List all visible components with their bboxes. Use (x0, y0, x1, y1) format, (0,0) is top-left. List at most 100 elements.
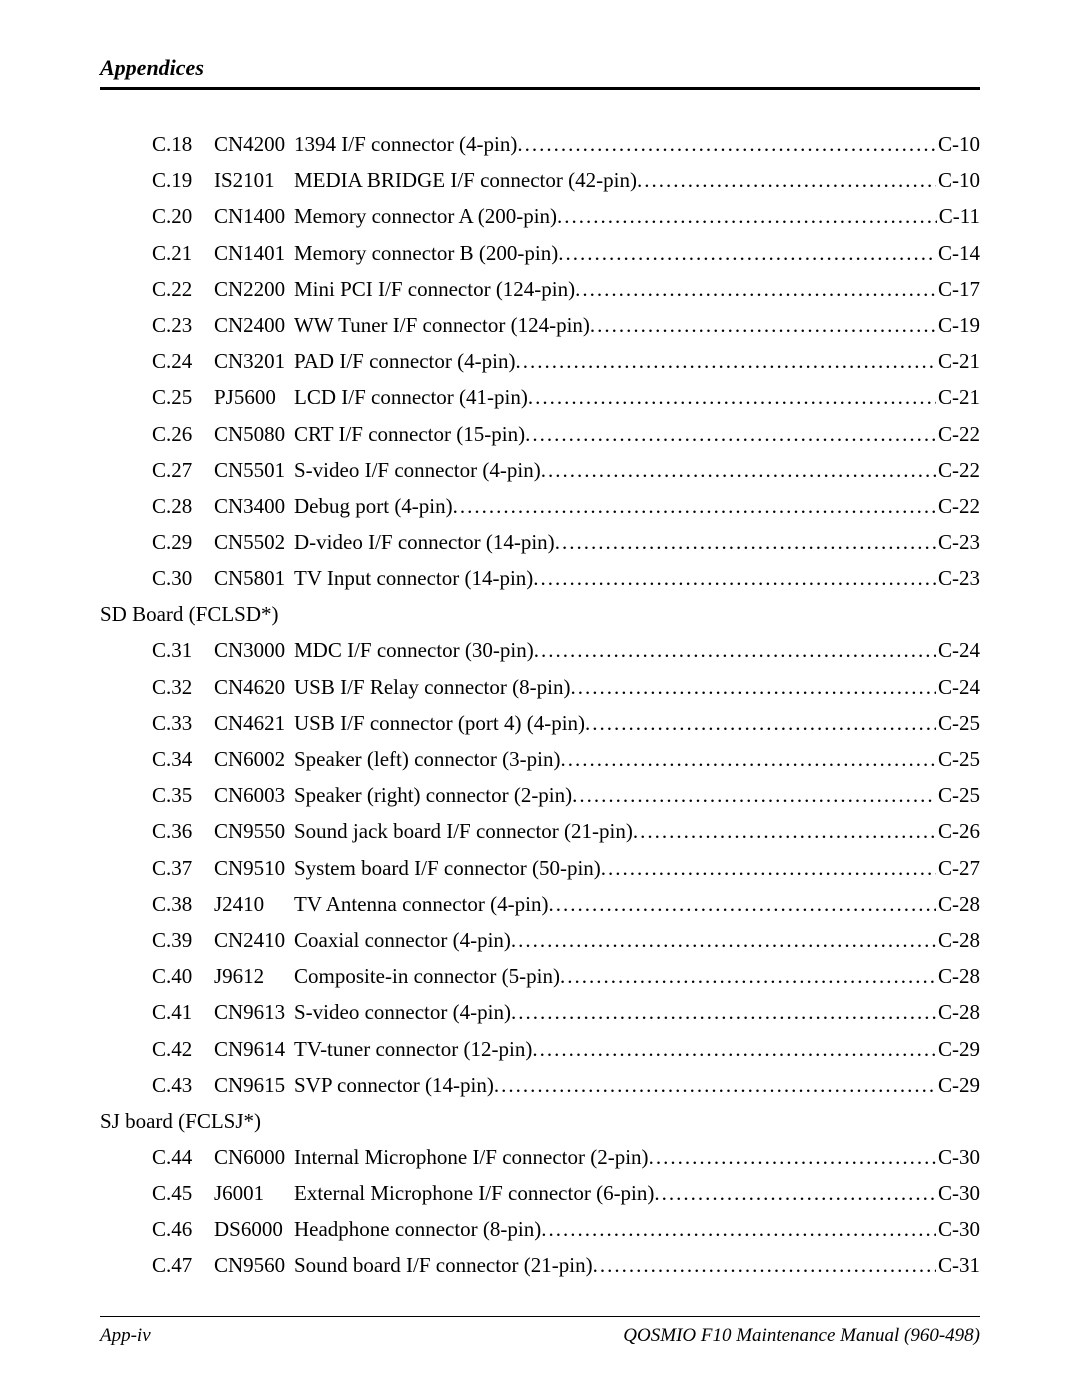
entry-code: DS6000 (214, 1217, 294, 1242)
entry-page: C-31 (936, 1253, 980, 1278)
toc-row: C.43CN9615SVP connector (14-pin) C-29 (100, 1073, 980, 1098)
leader-dots (517, 132, 936, 157)
entry-description: WW Tuner I/F connector (124-pin) (294, 313, 590, 338)
entry-page: C-28 (936, 1000, 980, 1025)
entry-code: CN4620 (214, 675, 294, 700)
entry-number: C.34 (152, 747, 214, 772)
leader-dots (590, 313, 936, 338)
toc-row: C.37CN9510System board I/F connector (50… (100, 856, 980, 881)
entry-description: Speaker (left) connector (3-pin) (294, 747, 560, 772)
entry-code: CN5501 (214, 458, 294, 483)
entry-code: CN9510 (214, 856, 294, 881)
entry-page: C-25 (936, 783, 980, 808)
toc-row: C.28CN3400Debug port (4-pin) C-22 (100, 494, 980, 519)
leader-dots (637, 168, 936, 193)
toc-row: C.23CN2400WW Tuner I/F connector (124-pi… (100, 313, 980, 338)
toc-row: C.40J9612Composite-in connector (5-pin) … (100, 964, 980, 989)
entry-number: C.35 (152, 783, 214, 808)
entry-number: C.27 (152, 458, 214, 483)
entry-code: CN3201 (214, 349, 294, 374)
toc-row: C.36CN9550Sound jack board I/F connector… (100, 819, 980, 844)
entry-number: C.37 (152, 856, 214, 881)
entry-page: C-30 (936, 1145, 980, 1170)
entry-code: CN3400 (214, 494, 294, 519)
leader-dots (601, 856, 936, 881)
leader-dots (560, 747, 936, 772)
entry-description: System board I/F connector (50-pin) (294, 856, 601, 881)
entry-page: C-22 (936, 422, 980, 447)
leader-dots (585, 711, 936, 736)
entry-code: J9612 (214, 964, 294, 989)
entry-number: C.44 (152, 1145, 214, 1170)
entry-number: C.32 (152, 675, 214, 700)
leader-dots (548, 892, 936, 917)
entry-page: C-27 (936, 856, 980, 881)
entry-code: CN6003 (214, 783, 294, 808)
leader-dots (541, 458, 936, 483)
entry-page: C-23 (936, 566, 980, 591)
entry-code: CN3000 (214, 638, 294, 663)
leader-dots (593, 1253, 936, 1278)
entry-description: S-video connector (4-pin) (294, 1000, 511, 1025)
entry-page: C-30 (936, 1181, 980, 1206)
leader-dots (541, 1217, 936, 1242)
entry-number: C.46 (152, 1217, 214, 1242)
entry-number: C.23 (152, 313, 214, 338)
entry-description: External Microphone I/F connector (6-pin… (294, 1181, 654, 1206)
footer-right: QOSMIO F10 Maintenance Manual (960-498) (623, 1325, 980, 1347)
entry-number: C.47 (152, 1253, 214, 1278)
entry-page: C-29 (936, 1073, 980, 1098)
leader-dots (511, 1000, 936, 1025)
leader-dots (534, 638, 936, 663)
entry-code: CN4200 (214, 132, 294, 157)
entry-code: CN1401 (214, 241, 294, 266)
entry-number: C.39 (152, 928, 214, 953)
entry-page: C-24 (936, 638, 980, 663)
section-heading: SJ board (FCLSJ*) (100, 1109, 980, 1134)
entry-code: J6001 (214, 1181, 294, 1206)
entry-code: J2410 (214, 892, 294, 917)
entry-number: C.28 (152, 494, 214, 519)
entry-page: C-11 (937, 204, 980, 229)
entry-code: CN1400 (214, 204, 294, 229)
page-header: Appendices (100, 55, 980, 90)
entry-code: CN9560 (214, 1253, 294, 1278)
entry-description: MDC I/F connector (30-pin) (294, 638, 534, 663)
leader-dots (575, 277, 936, 302)
entry-code: CN2410 (214, 928, 294, 953)
entry-page: C-10 (936, 132, 980, 157)
entry-description: PAD I/F connector (4-pin) (294, 349, 515, 374)
toc-row: C.21CN1401Memory connector B (200-pin) C… (100, 241, 980, 266)
entry-number: C.21 (152, 241, 214, 266)
entry-description: D-video I/F connector (14-pin) (294, 530, 555, 555)
entry-description: TV-tuner connector (12-pin) (294, 1037, 532, 1062)
entry-description: Sound board I/F connector (21-pin) (294, 1253, 593, 1278)
leader-dots (453, 494, 936, 519)
entry-code: PJ5600 (214, 385, 294, 410)
entry-description: Debug port (4-pin) (294, 494, 453, 519)
entry-number: C.31 (152, 638, 214, 663)
entry-number: C.33 (152, 711, 214, 736)
entry-code: CN2200 (214, 277, 294, 302)
entry-description: USB I/F connector (port 4) (4-pin) (294, 711, 585, 736)
toc-row: C.32CN4620USB I/F Relay connector (8-pin… (100, 675, 980, 700)
toc-row: C.31CN3000MDC I/F connector (30-pin) C-2… (100, 638, 980, 663)
entry-description: TV Input connector (14-pin) (294, 566, 533, 591)
entry-number: C.25 (152, 385, 214, 410)
leader-dots (532, 1037, 936, 1062)
entry-code: CN9614 (214, 1037, 294, 1062)
entry-number: C.45 (152, 1181, 214, 1206)
entry-page: C-30 (936, 1217, 980, 1242)
leader-dots (649, 1145, 936, 1170)
leader-dots (570, 675, 936, 700)
entry-description: Coaxial connector (4-pin) (294, 928, 511, 953)
entry-page: C-23 (936, 530, 980, 555)
toc-row: C.25PJ5600LCD I/F connector (41-pin) C-2… (100, 385, 980, 410)
entry-description: Sound jack board I/F connector (21-pin) (294, 819, 633, 844)
leader-dots (633, 819, 936, 844)
entry-code: CN6000 (214, 1145, 294, 1170)
entry-number: C.26 (152, 422, 214, 447)
toc-row: C.39CN2410Coaxial connector (4-pin) C-28 (100, 928, 980, 953)
toc-row: C.33CN4621USB I/F connector (port 4) (4-… (100, 711, 980, 736)
toc-row: C.26CN5080CRT I/F connector (15-pin) C-2… (100, 422, 980, 447)
